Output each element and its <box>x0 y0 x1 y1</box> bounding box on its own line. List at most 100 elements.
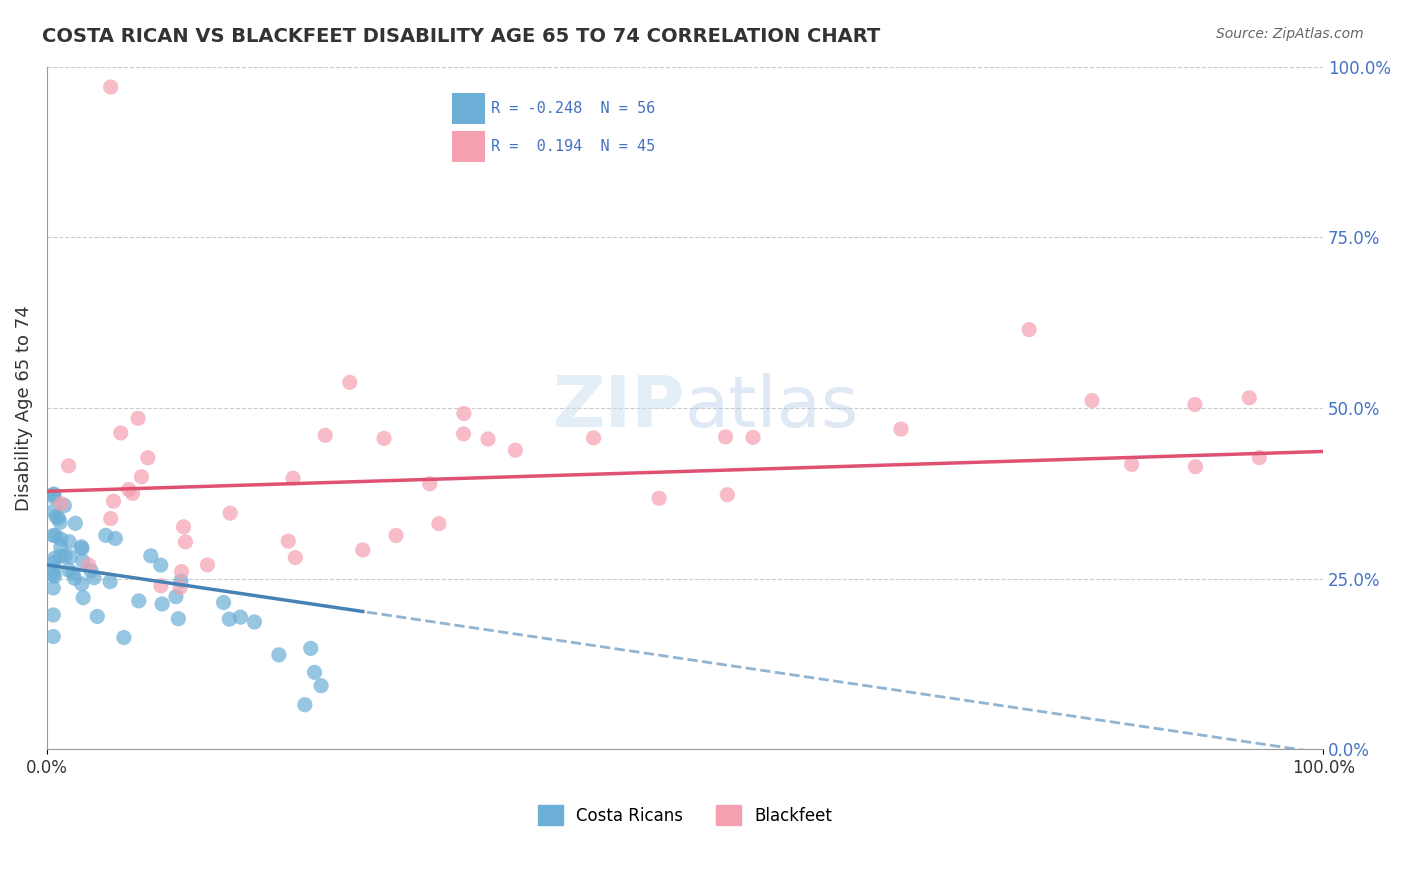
Point <box>49 516 72 530</box>
Point <box>70 541 93 556</box>
Point <box>218 612 240 626</box>
Text: COSTA RICAN VS BLACKFEET DISABILITY AGE 65 TO 74 CORRELATION CHART: COSTA RICAN VS BLACKFEET DISABILITY AGE … <box>42 27 880 45</box>
Point <box>100 80 122 95</box>
Point <box>197 558 219 572</box>
Point <box>83 571 105 585</box>
Point <box>42 488 65 502</box>
Point <box>63 571 86 585</box>
Point <box>373 431 395 445</box>
Point <box>65 516 87 531</box>
Point <box>149 579 172 593</box>
Point <box>714 430 737 444</box>
Point <box>49 540 72 554</box>
Point <box>86 609 108 624</box>
Text: atlas: atlas <box>685 374 859 442</box>
Point <box>118 483 141 497</box>
Point <box>1081 393 1104 408</box>
Point <box>62 566 84 581</box>
Text: ZIP: ZIP <box>553 374 685 442</box>
Point <box>94 528 117 542</box>
Point <box>59 549 82 564</box>
Point <box>1018 322 1040 336</box>
Point <box>150 597 173 611</box>
Point <box>42 528 65 542</box>
Point <box>44 529 66 543</box>
Point <box>284 550 307 565</box>
Point <box>149 558 172 572</box>
Point <box>53 499 76 513</box>
Point <box>98 574 121 589</box>
Point <box>42 581 65 595</box>
Point <box>42 630 65 644</box>
Point <box>453 426 475 441</box>
Point <box>139 549 162 563</box>
Point <box>44 551 66 566</box>
Point <box>70 577 93 591</box>
Point <box>1239 391 1261 405</box>
Point <box>45 509 67 524</box>
Legend: Costa Ricans, Blackfeet: Costa Ricans, Blackfeet <box>531 798 839 832</box>
Point <box>58 534 80 549</box>
Point <box>385 528 408 542</box>
Point <box>648 491 671 506</box>
Point <box>100 511 122 525</box>
Point <box>742 430 765 444</box>
Point <box>42 607 65 622</box>
Y-axis label: Disability Age 65 to 74: Disability Age 65 to 74 <box>15 305 32 511</box>
Point <box>104 532 127 546</box>
Point <box>1121 458 1143 472</box>
Point <box>44 569 66 583</box>
Point <box>229 610 252 624</box>
Point <box>304 665 326 680</box>
Point <box>1184 459 1206 474</box>
Point <box>48 511 70 525</box>
Point <box>49 549 72 564</box>
Point <box>299 641 322 656</box>
Point <box>136 450 159 465</box>
Point <box>219 506 242 520</box>
Point <box>58 458 80 473</box>
Point <box>294 698 316 712</box>
Point <box>170 574 193 588</box>
Point <box>58 563 80 577</box>
Point <box>339 376 361 390</box>
Point <box>716 488 738 502</box>
Point <box>110 425 132 440</box>
Point <box>53 549 76 563</box>
Point <box>170 565 193 579</box>
Point <box>277 534 299 549</box>
Point <box>212 595 235 609</box>
Text: Source: ZipAtlas.com: Source: ZipAtlas.com <box>1216 27 1364 41</box>
Point <box>281 471 304 485</box>
Point <box>505 443 527 458</box>
Point <box>890 422 912 436</box>
Point <box>127 411 149 425</box>
Point <box>1184 397 1206 411</box>
Point <box>453 407 475 421</box>
Point <box>42 490 65 504</box>
Point <box>267 648 290 662</box>
Point <box>103 494 125 508</box>
Point <box>165 590 187 604</box>
Point <box>477 432 499 446</box>
Point <box>112 631 135 645</box>
Point <box>121 486 143 500</box>
Point <box>352 543 374 558</box>
Point <box>169 580 191 594</box>
Point <box>42 556 65 570</box>
Point <box>131 470 153 484</box>
Point <box>77 558 100 572</box>
Point <box>174 535 197 549</box>
Point <box>42 563 65 577</box>
Point <box>72 554 94 568</box>
Point <box>72 591 94 605</box>
Point <box>173 520 195 534</box>
Point <box>42 567 65 582</box>
Point <box>243 615 266 629</box>
Point <box>128 594 150 608</box>
Point <box>582 431 605 445</box>
Point <box>51 497 73 511</box>
Point <box>427 516 450 531</box>
Point <box>42 504 65 518</box>
Point <box>1249 450 1271 465</box>
